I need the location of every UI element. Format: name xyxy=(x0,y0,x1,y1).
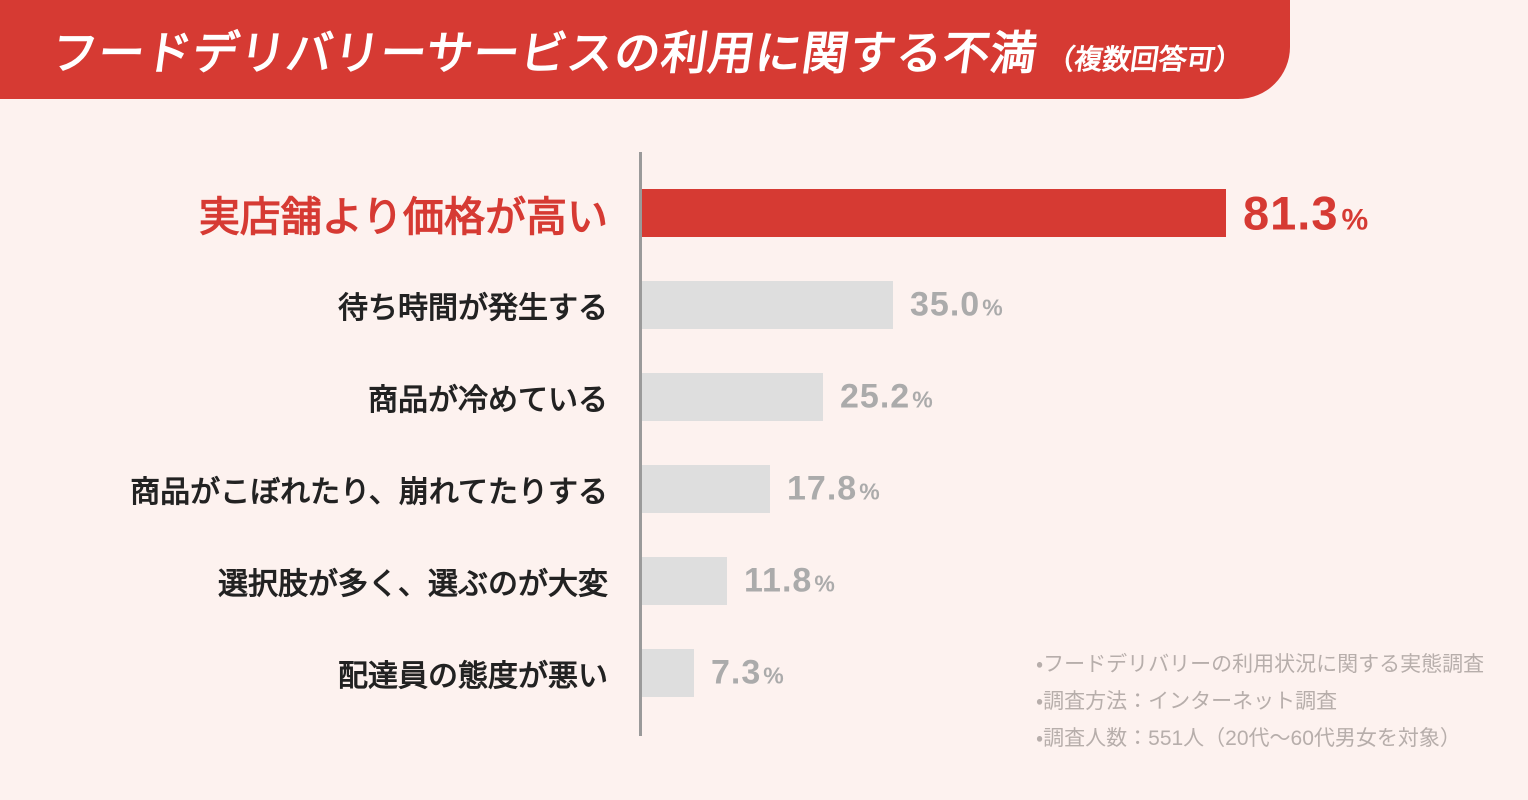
note-line: ・調査方法：インターネット調査 xyxy=(1036,690,1338,713)
chart-row: 配達員の態度が悪い 7.3 % xyxy=(0,649,1528,697)
value-label: 35.0 % xyxy=(910,286,1003,325)
value-unit: % xyxy=(1341,203,1369,237)
category-label: 実店舗より価格が高い xyxy=(198,194,608,240)
category-label: 商品がこぼれたり、崩れてたりする xyxy=(130,476,608,509)
chart-row: 商品が冷めている 25.2 % xyxy=(0,373,1528,421)
value-label: 81.3 % xyxy=(1243,186,1368,241)
value-unit: % xyxy=(814,570,835,597)
chart-row: 実店舗より価格が高い 81.3 % xyxy=(0,187,1528,241)
chart-row: 商品がこぼれたり、崩れてたりする 17.8 % xyxy=(0,465,1528,513)
category-label: 選択肢が多く、選ぶのが大変 xyxy=(218,568,608,601)
value-number: 81.3 xyxy=(1243,186,1339,240)
value-number: 7.3 xyxy=(711,653,762,692)
bar xyxy=(642,465,770,513)
category-label: 待ち時間が発生する xyxy=(338,292,608,325)
bar xyxy=(642,649,694,697)
y-axis-line xyxy=(639,152,642,736)
value-label: 17.8 % xyxy=(787,470,880,509)
header-banner: フードデリバリーサービスの利用に関する不満 （複数回答可） xyxy=(0,0,1290,99)
value-number: 35.0 xyxy=(910,285,981,324)
bar xyxy=(642,373,823,421)
bar xyxy=(642,557,727,605)
value-unit: % xyxy=(763,662,784,689)
value-unit: % xyxy=(982,294,1003,321)
value-label: 25.2 % xyxy=(840,378,933,417)
note-line: ・調査人数：551人（20代～60代男女を対象） xyxy=(1036,727,1461,750)
value-unit: % xyxy=(912,386,933,413)
value-number: 11.8 xyxy=(744,561,813,600)
value-label: 11.8 % xyxy=(744,562,835,601)
bar xyxy=(642,281,893,329)
chart-row: 選択肢が多く、選ぶのが大変 11.8 % xyxy=(0,557,1528,605)
chart-row: 待ち時間が発生する 35.0 % xyxy=(0,281,1528,329)
category-label: 商品が冷めている xyxy=(368,384,608,417)
category-label: 配達員の態度が悪い xyxy=(338,660,608,693)
note-line: ・フードデリバリーの利用状況に関する実態調査 xyxy=(1036,653,1485,676)
value-label: 7.3 % xyxy=(711,654,784,693)
value-number: 17.8 xyxy=(787,469,858,508)
survey-notes: ・フードデリバリーの利用状況に関する実態調査 ・調査方法：インターネット調査 ・… xyxy=(1036,646,1484,757)
value-unit: % xyxy=(859,478,880,505)
value-number: 25.2 xyxy=(840,377,911,416)
bar xyxy=(642,189,1226,237)
